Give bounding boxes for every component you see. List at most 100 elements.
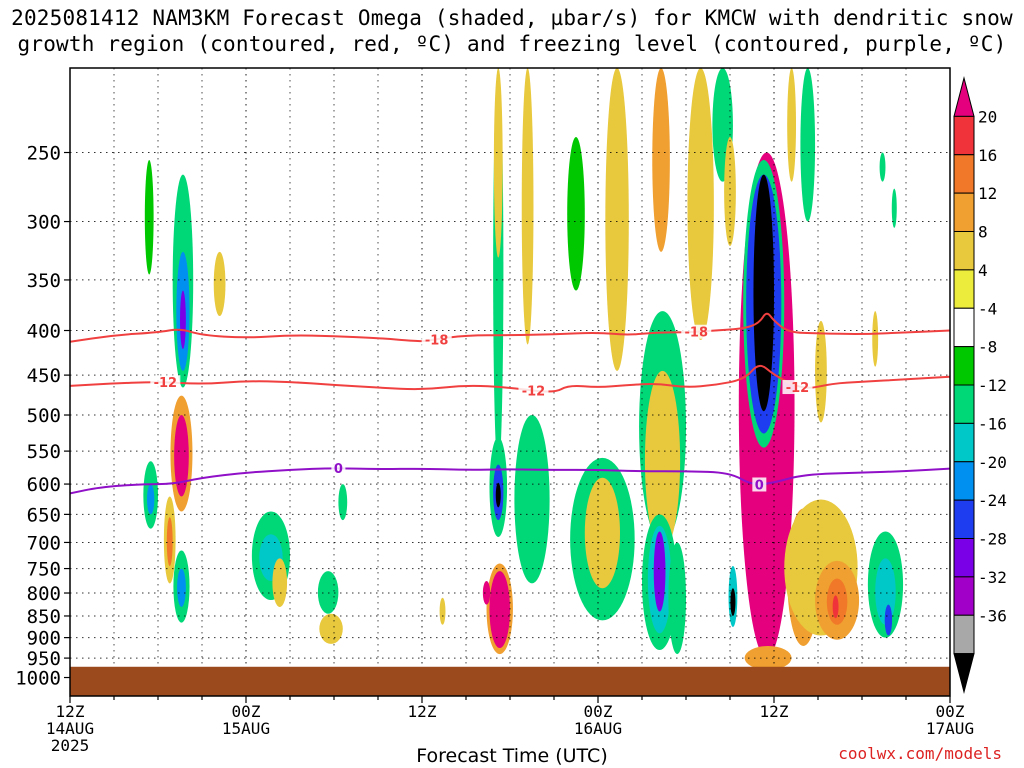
- x-tick-date-label: 17AUG: [926, 719, 974, 738]
- omega-cell: [605, 68, 629, 371]
- x-tick-year-label: 2025: [51, 736, 90, 755]
- omega-cell: [891, 188, 897, 228]
- omega-cell: [174, 415, 189, 497]
- contour-label-bg: [681, 324, 712, 339]
- omega-cell: [584, 477, 621, 589]
- colorbar-label: -8: [978, 338, 997, 357]
- omega-cell: [521, 68, 534, 345]
- omega-cell: [653, 531, 666, 612]
- colorbar-label: -28: [978, 530, 1007, 549]
- omega-cell: [514, 415, 550, 584]
- omega-cell: [884, 604, 893, 636]
- temperature-contours: -18 -18 -12 -12 -12 0 0: [70, 312, 950, 495]
- colorbar-label: -36: [978, 606, 1007, 625]
- colorbar-label: -32: [978, 568, 1007, 587]
- omega-cell: [753, 174, 774, 412]
- y-tick-label: 400: [27, 321, 61, 343]
- x-tick-date-label: 16AUG: [574, 719, 622, 738]
- x-tick-label: 00Z: [232, 702, 261, 721]
- contour-label-bg: [421, 332, 452, 347]
- contour-label: -12: [154, 376, 178, 391]
- colorbar-segment: [953, 154, 975, 194]
- contour-label-bg: [518, 383, 549, 398]
- omega-cell: [338, 484, 348, 521]
- omega-cell: [567, 137, 585, 291]
- x-tick-label: 12Z: [408, 702, 437, 721]
- y-tick-label: 350: [27, 270, 61, 292]
- omega-cell: [815, 320, 827, 423]
- omega-cell: [652, 68, 670, 252]
- colorbar-segment: [953, 576, 975, 616]
- omega-cell: [177, 568, 186, 607]
- x-tick-label: 00Z: [936, 702, 965, 721]
- ground-surface: [70, 666, 950, 696]
- contour-label-bg: [752, 477, 767, 492]
- omega-cell: [644, 370, 681, 551]
- colorbar-segment: [953, 192, 975, 232]
- colorbar-segment: [953, 538, 975, 578]
- contour-label: -12: [522, 385, 546, 400]
- contour-label: -12: [786, 381, 810, 396]
- y-tick-label: 850: [27, 606, 61, 628]
- colorbar-segment: [953, 653, 975, 694]
- omega-cell: [482, 580, 491, 605]
- y-tick-label: 700: [27, 532, 61, 554]
- contour-label: -18: [685, 326, 709, 341]
- colorbar-label: 12: [978, 184, 997, 203]
- omega-cell: [730, 588, 736, 616]
- omega-cell: [213, 251, 226, 317]
- colorbar-legend: 20 16 12 8 4 -4 -8 -12 -16 -20 -24 -28 -32 -36: [953, 76, 1007, 694]
- omega-shading: [143, 68, 904, 670]
- colorbar-segment: [953, 614, 975, 655]
- omega-cell: [879, 152, 886, 182]
- y-tick-label: 450: [27, 365, 61, 387]
- x-axis-label: Forecast Time (UTC): [416, 745, 608, 767]
- omega-cell: [144, 160, 154, 275]
- colorbar-segment: [953, 231, 975, 271]
- chart-title-line-2: growth region (contoured, red, ºC) and f…: [17, 32, 1007, 56]
- x-tick-date-label: 14AUG: [46, 719, 94, 738]
- y-tick-label: 650: [27, 504, 61, 526]
- omega-cell: [180, 290, 186, 349]
- contour-label: 0: [334, 462, 343, 477]
- colorbar-segment: [953, 115, 975, 156]
- chart-title-line-1: 2025081412 NAM3KM Forecast Omega (shaded…: [11, 6, 1013, 30]
- colorbar-label: 20: [978, 107, 997, 126]
- omega-cell: [744, 645, 792, 670]
- omega-cell: [493, 68, 503, 258]
- contour-label-bg: [782, 380, 813, 395]
- y-tick-label: 1000: [15, 668, 61, 690]
- contour-label-bg: [331, 461, 346, 476]
- y-tick-label: 800: [27, 583, 61, 605]
- y-tick-label: 500: [27, 405, 61, 427]
- colorbar-label: 4: [978, 261, 988, 280]
- omega-cell: [495, 482, 501, 508]
- y-tick-label: 550: [27, 441, 61, 463]
- omega-cell: [166, 517, 173, 567]
- colorbar-segment: [953, 499, 975, 539]
- omega-cell: [317, 571, 339, 614]
- omega-cell: [668, 542, 686, 655]
- source-credit: coolwx.com/models: [838, 744, 1002, 763]
- contour-label: 0: [755, 478, 764, 493]
- colorbar-segment: [953, 346, 975, 386]
- colorbar-segment: [953, 461, 975, 501]
- colorbar-label: -4: [978, 299, 997, 318]
- omega-cell: [319, 613, 343, 644]
- omega-cell: [832, 595, 839, 619]
- ground-fill: [70, 666, 950, 696]
- omega-cell: [147, 484, 155, 515]
- colorbar-label: -24: [978, 491, 1007, 510]
- contour-line: [70, 467, 950, 495]
- omega-cell: [787, 68, 796, 182]
- contour-line: [70, 312, 950, 343]
- colorbar-label: -16: [978, 414, 1007, 433]
- y-tick-label: 600: [27, 474, 61, 496]
- y-tick-label: 250: [27, 143, 61, 165]
- colorbar-segment: [953, 307, 975, 348]
- omega-cell: [272, 558, 288, 607]
- omega-cell: [687, 68, 714, 340]
- colorbar-label: 16: [978, 146, 997, 165]
- omega-cell: [489, 571, 510, 648]
